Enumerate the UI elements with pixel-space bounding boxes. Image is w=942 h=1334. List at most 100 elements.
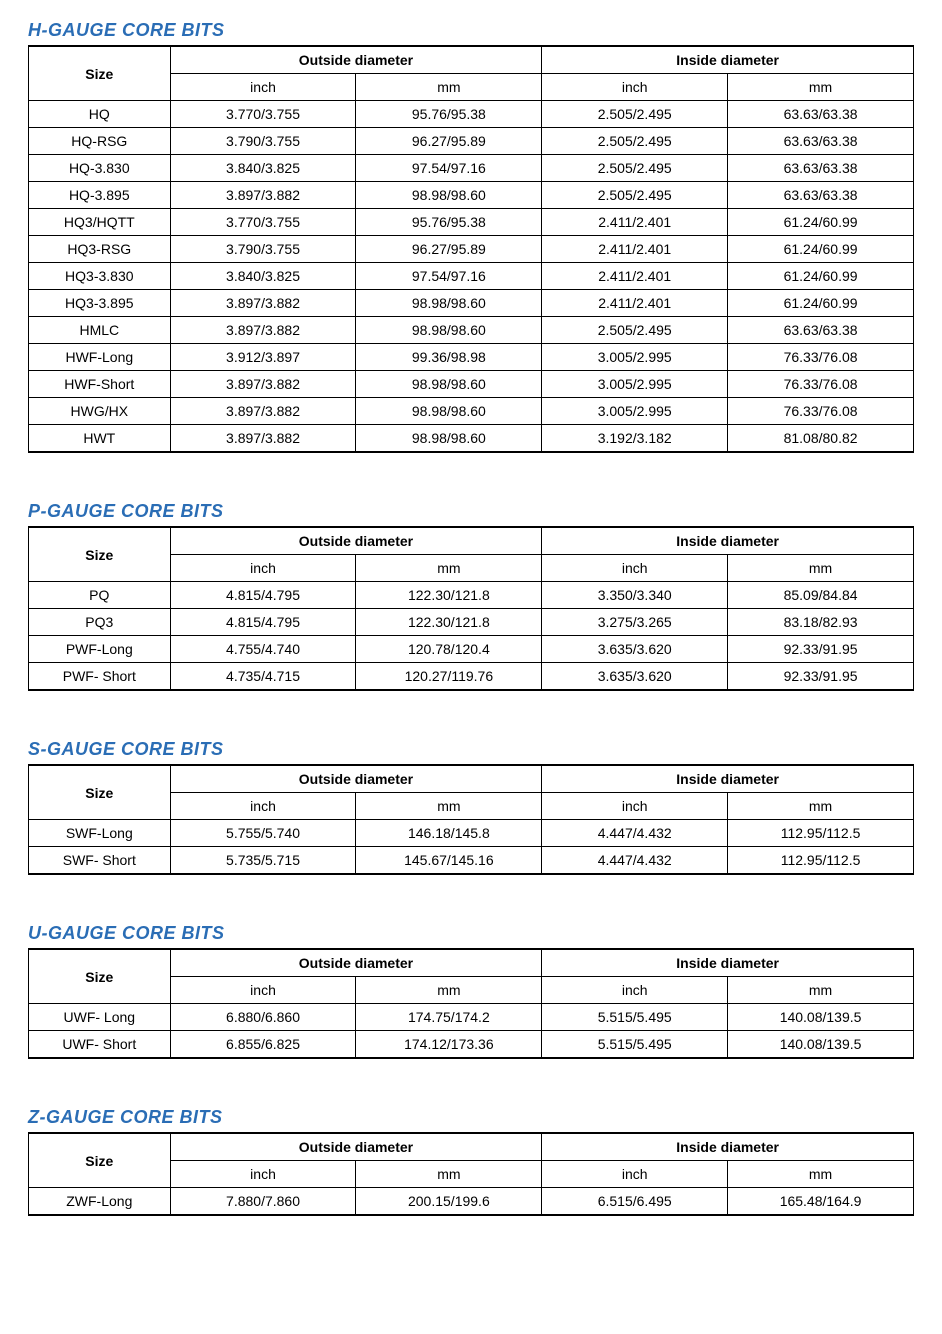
col-subheader-inch: inch	[170, 793, 356, 820]
cell-size: PQ	[29, 582, 171, 609]
table-section: U-GAUGE CORE BITSSizeOutside diameterIns…	[28, 923, 914, 1059]
cell-id_mm: 83.18/82.93	[728, 609, 914, 636]
col-subheader-mm: mm	[728, 1161, 914, 1188]
cell-od_mm: 98.98/98.60	[356, 371, 542, 398]
col-subheader-mm: mm	[356, 1161, 542, 1188]
cell-id_in: 3.005/2.995	[542, 398, 728, 425]
cell-size: HQ-RSG	[29, 128, 171, 155]
cell-id_in: 6.515/6.495	[542, 1188, 728, 1216]
cell-od_in: 4.755/4.740	[170, 636, 356, 663]
cell-id_mm: 63.63/63.38	[728, 317, 914, 344]
cell-id_in: 3.005/2.995	[542, 371, 728, 398]
col-header-inside: Inside diameter	[542, 949, 914, 977]
col-subheader-inch: inch	[542, 793, 728, 820]
col-header-outside: Outside diameter	[170, 1133, 542, 1161]
table-row: HQ3-3.8953.897/3.88298.98/98.602.411/2.4…	[29, 290, 914, 317]
table-section: Z-GAUGE CORE BITS SizeOutside diameterIns…	[28, 1107, 914, 1216]
cell-od_mm: 98.98/98.60	[356, 425, 542, 453]
col-subheader-mm: mm	[728, 977, 914, 1004]
cell-id_in: 2.505/2.495	[542, 182, 728, 209]
col-header-size: Size	[29, 46, 171, 101]
cell-od_in: 3.897/3.882	[170, 398, 356, 425]
col-header-outside: Outside diameter	[170, 527, 542, 555]
cell-od_mm: 120.27/119.76	[356, 663, 542, 691]
cell-od_in: 6.855/6.825	[170, 1031, 356, 1059]
col-header-size: Size	[29, 949, 171, 1004]
col-subheader-mm: mm	[728, 555, 914, 582]
table-row: PQ4.815/4.795122.30/121.83.350/3.34085.0…	[29, 582, 914, 609]
table-row: HWG/HX3.897/3.88298.98/98.603.005/2.9957…	[29, 398, 914, 425]
cell-size: UWF- Short	[29, 1031, 171, 1059]
table-row: SWF- Short5.735/5.715145.67/145.164.447/…	[29, 847, 914, 875]
cell-size: HQ3-3.830	[29, 263, 171, 290]
table-row: PQ34.815/4.795122.30/121.83.275/3.26583.…	[29, 609, 914, 636]
cell-od_mm: 96.27/95.89	[356, 236, 542, 263]
cell-od_in: 5.755/5.740	[170, 820, 356, 847]
cell-size: HQ-3.895	[29, 182, 171, 209]
col-subheader-inch: inch	[542, 977, 728, 1004]
cell-od_mm: 98.98/98.60	[356, 317, 542, 344]
cell-od_in: 4.815/4.795	[170, 582, 356, 609]
table-row: HQ3/HQTT3.770/3.75595.76/95.382.411/2.40…	[29, 209, 914, 236]
cell-size: SWF-Long	[29, 820, 171, 847]
cell-id_in: 5.515/5.495	[542, 1031, 728, 1059]
cell-od_in: 3.840/3.825	[170, 155, 356, 182]
cell-id_mm: 112.95/112.5	[728, 820, 914, 847]
table-row: SWF-Long5.755/5.740146.18/145.84.447/4.4…	[29, 820, 914, 847]
cell-id_in: 2.411/2.401	[542, 263, 728, 290]
cell-size: HQ	[29, 101, 171, 128]
col-subheader-mm: mm	[356, 555, 542, 582]
cell-od_mm: 122.30/121.8	[356, 609, 542, 636]
cell-size: HWF-Short	[29, 371, 171, 398]
table-row: ZWF-Long7.880/7.860200.15/199.66.515/6.4…	[29, 1188, 914, 1216]
cell-id_in: 2.411/2.401	[542, 209, 728, 236]
table-row: HWF-Long3.912/3.89799.36/98.983.005/2.99…	[29, 344, 914, 371]
cell-size: HWG/HX	[29, 398, 171, 425]
section-title: Z-GAUGE CORE BITS	[28, 1107, 914, 1128]
cell-id_mm: 76.33/76.08	[728, 344, 914, 371]
section-title: U-GAUGE CORE BITS	[28, 923, 914, 944]
cell-id_mm: 61.24/60.99	[728, 290, 914, 317]
cell-id_mm: 81.08/80.82	[728, 425, 914, 453]
col-subheader-inch: inch	[170, 555, 356, 582]
cell-od_mm: 145.67/145.16	[356, 847, 542, 875]
cell-od_in: 7.880/7.860	[170, 1188, 356, 1216]
table-section: H-GAUGE CORE BITSSizeOutside diameterIns…	[28, 20, 914, 453]
cell-od_in: 3.790/3.755	[170, 236, 356, 263]
col-subheader-inch: inch	[542, 1161, 728, 1188]
col-subheader-mm: mm	[356, 793, 542, 820]
cell-od_in: 3.897/3.882	[170, 371, 356, 398]
table-section: S-GAUGE CORE BITSSizeOutside diameterIns…	[28, 739, 914, 875]
col-header-size: Size	[29, 765, 171, 820]
cell-id_in: 2.411/2.401	[542, 290, 728, 317]
cell-id_mm: 92.33/91.95	[728, 636, 914, 663]
spec-table: SizeOutside diameterInside diameterinchm…	[28, 45, 914, 453]
col-header-inside: Inside diameter	[542, 46, 914, 74]
cell-id_in: 3.005/2.995	[542, 344, 728, 371]
cell-id_in: 2.505/2.495	[542, 128, 728, 155]
table-row: HWT3.897/3.88298.98/98.603.192/3.18281.0…	[29, 425, 914, 453]
table-row: HQ3.770/3.75595.76/95.382.505/2.49563.63…	[29, 101, 914, 128]
cell-id_mm: 61.24/60.99	[728, 209, 914, 236]
cell-id_in: 3.635/3.620	[542, 636, 728, 663]
cell-id_mm: 63.63/63.38	[728, 182, 914, 209]
cell-od_in: 3.790/3.755	[170, 128, 356, 155]
cell-od_mm: 98.98/98.60	[356, 182, 542, 209]
cell-id_in: 2.505/2.495	[542, 317, 728, 344]
page-root: H-GAUGE CORE BITSSizeOutside diameterIns…	[28, 20, 914, 1216]
table-row: HQ3-RSG3.790/3.75596.27/95.892.411/2.401…	[29, 236, 914, 263]
cell-od_in: 3.897/3.882	[170, 317, 356, 344]
cell-od_in: 3.897/3.882	[170, 290, 356, 317]
col-header-inside: Inside diameter	[542, 765, 914, 793]
cell-od_in: 3.770/3.755	[170, 101, 356, 128]
cell-od_in: 6.880/6.860	[170, 1004, 356, 1031]
cell-od_mm: 98.98/98.60	[356, 290, 542, 317]
cell-od_in: 3.840/3.825	[170, 263, 356, 290]
cell-od_mm: 98.98/98.60	[356, 398, 542, 425]
cell-size: UWF- Long	[29, 1004, 171, 1031]
col-subheader-inch: inch	[542, 555, 728, 582]
spec-table: SizeOutside diameterInside diameterinchm…	[28, 1132, 914, 1216]
col-header-inside: Inside diameter	[542, 1133, 914, 1161]
cell-id_mm: 165.48/164.9	[728, 1188, 914, 1216]
cell-id_mm: 112.95/112.5	[728, 847, 914, 875]
